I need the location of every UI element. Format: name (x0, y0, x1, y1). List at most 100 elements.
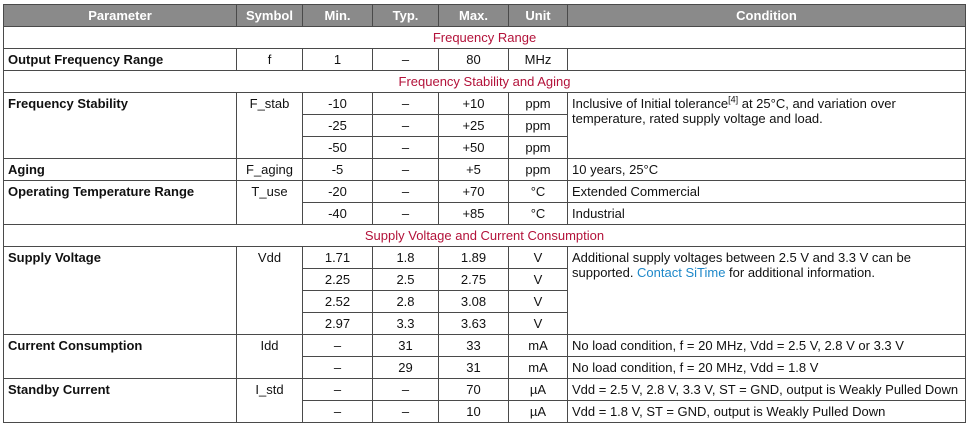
max-cell: +5 (438, 158, 509, 181)
unit-cell: µA (508, 378, 568, 401)
unit-cell: V (508, 268, 568, 291)
section-row: Supply Voltage and Current Consumption (3, 224, 966, 247)
max-cell: 2.75 (438, 268, 509, 291)
param-current-consumption: Current Consumption (3, 334, 237, 379)
max-cell: +70 (438, 180, 509, 203)
header-min: Min. (302, 4, 373, 27)
table-row: Current Consumption Idd – 31 33 mA No lo… (3, 334, 966, 379)
header-max: Max. (438, 4, 509, 27)
footnote-ref: [4] (728, 94, 739, 105)
min-cell: -10 (302, 92, 373, 115)
typ-cell: – (372, 114, 439, 137)
condition-cell: Inclusive of Initial tolerance[4] at 25°… (567, 92, 966, 159)
max-cell: 33 (438, 334, 509, 357)
min-cell: – (302, 334, 373, 357)
symbol-cell: Vdd (236, 246, 303, 335)
section-row: Frequency Stability and Aging (3, 70, 966, 93)
condition-cell: Extended Commercial (567, 180, 966, 203)
max-cell: +10 (438, 92, 509, 115)
typ-cell: – (372, 136, 439, 159)
unit-cell: MHz (508, 48, 568, 71)
table-row: Aging F_aging -5 – +5 ppm 10 years, 25°C (3, 158, 966, 181)
electrical-characteristics-table: Parameter Symbol Min. Typ. Max. Unit Con… (3, 4, 966, 423)
section-frequency-stability: Frequency Stability and Aging (3, 70, 966, 93)
max-cell: 70 (438, 378, 509, 401)
table-row: -25 – +25 ppm (4, 114, 966, 137)
condition-cell: No load condition, f = 20 MHz, Vdd = 2.5… (567, 334, 966, 357)
table-row: 2.25 2.5 2.75 V (4, 268, 966, 291)
condition-text: for additional information. (725, 265, 876, 280)
max-cell: 80 (438, 48, 509, 71)
unit-cell: mA (508, 356, 568, 379)
table-row: Operating Temperature Range T_use -20 – … (3, 180, 966, 225)
symbol-cell: f (236, 48, 303, 71)
spec-table-container: Parameter Symbol Min. Typ. Max. Unit Con… (3, 4, 966, 423)
typ-cell: 2.8 (372, 290, 439, 313)
unit-cell: V (508, 246, 568, 269)
min-cell: 2.52 (302, 290, 373, 313)
condition-cell (567, 48, 966, 71)
condition-text: Additional supply voltages between 2.5 V… (572, 250, 911, 280)
min-cell: 1.71 (302, 246, 373, 269)
symbol-cell: T_use (236, 180, 303, 225)
min-cell: -50 (302, 136, 373, 159)
typ-cell: 1.8 (372, 246, 439, 269)
table-row: 2.52 2.8 3.08 V (4, 290, 966, 313)
max-cell: +25 (438, 114, 509, 137)
condition-cell: 10 years, 25°C (567, 158, 966, 181)
condition-cell: No load condition, f = 20 MHz, Vdd = 1.8… (567, 356, 966, 379)
min-cell: -20 (302, 180, 373, 203)
typ-cell: 3.3 (372, 312, 439, 335)
unit-cell: ppm (508, 158, 568, 181)
header-symbol: Symbol (236, 4, 303, 27)
unit-cell: °C (508, 180, 568, 203)
param-supply-voltage: Supply Voltage (3, 246, 237, 335)
condition-text: at 25°C, and variation over temperature,… (572, 96, 896, 126)
typ-cell: 2.5 (372, 268, 439, 291)
param-frequency-stability: Frequency Stability (3, 92, 237, 159)
typ-cell: – (372, 378, 439, 401)
unit-cell: ppm (508, 92, 568, 115)
min-cell: -40 (302, 202, 373, 225)
max-cell: +85 (438, 202, 509, 225)
table-row: – – 10 µA Vdd = 1.8 V, ST = GND, output … (4, 400, 966, 423)
min-cell: 1 (302, 48, 373, 71)
typ-cell: – (372, 180, 439, 203)
contact-sitime-link[interactable]: Contact SiTime (637, 265, 726, 280)
typ-cell: – (372, 158, 439, 181)
section-row: Frequency Range (3, 26, 966, 49)
table-row: 2.97 3.3 3.63 V (4, 312, 966, 335)
min-cell: -5 (302, 158, 373, 181)
condition-text: Inclusive of Initial tolerance (572, 96, 729, 111)
max-cell: +50 (438, 136, 509, 159)
max-cell: 3.63 (438, 312, 509, 335)
header-condition: Condition (567, 4, 966, 27)
typ-cell: 31 (372, 334, 439, 357)
symbol-cell: Idd (236, 334, 303, 379)
table-row: Standby Current I_std – – 70 µA Vdd = 2.… (3, 378, 966, 423)
condition-cell: Industrial (567, 202, 966, 225)
min-cell: -25 (302, 114, 373, 137)
header-parameter: Parameter (3, 4, 237, 27)
unit-cell: V (508, 290, 568, 313)
condition-cell: Vdd = 1.8 V, ST = GND, output is Weakly … (567, 400, 966, 423)
condition-cell: Vdd = 2.5 V, 2.8 V, 3.3 V, ST = GND, out… (567, 378, 966, 401)
param-standby-current: Standby Current (3, 378, 237, 423)
max-cell: 31 (438, 356, 509, 379)
param-aging: Aging (3, 158, 237, 181)
min-cell: – (302, 378, 373, 401)
header-row: Parameter Symbol Min. Typ. Max. Unit Con… (3, 4, 966, 27)
table-row: -50 – +50 ppm (4, 136, 966, 159)
condition-cell: Additional supply voltages between 2.5 V… (567, 246, 966, 335)
min-cell: – (302, 400, 373, 423)
param-operating-temperature-range: Operating Temperature Range (3, 180, 237, 225)
section-frequency-range: Frequency Range (3, 26, 966, 49)
typ-cell: – (372, 92, 439, 115)
unit-cell: ppm (508, 114, 568, 137)
typ-cell: – (372, 48, 439, 71)
unit-cell: V (508, 312, 568, 335)
unit-cell: ppm (508, 136, 568, 159)
symbol-cell: I_std (236, 378, 303, 423)
min-cell: 2.97 (302, 312, 373, 335)
max-cell: 10 (438, 400, 509, 423)
